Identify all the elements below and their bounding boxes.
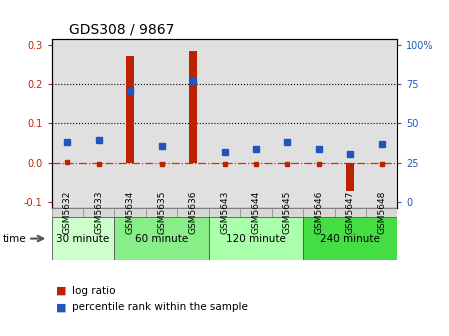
Bar: [189, 51, 197, 163]
Bar: [114, 208, 146, 217]
Bar: [346, 163, 354, 191]
Text: GSM5635: GSM5635: [157, 191, 166, 234]
Text: GDS308 / 9867: GDS308 / 9867: [69, 22, 174, 36]
Text: 120 minute: 120 minute: [226, 234, 286, 244]
Bar: [335, 208, 366, 217]
Bar: [303, 39, 335, 208]
Bar: [272, 208, 303, 217]
Text: ■: ■: [56, 302, 66, 312]
Text: ■: ■: [56, 286, 66, 296]
Bar: [114, 217, 209, 260]
Bar: [303, 208, 335, 217]
Text: GSM5648: GSM5648: [377, 191, 386, 234]
Text: GSM5643: GSM5643: [220, 191, 229, 234]
Bar: [366, 39, 397, 208]
Bar: [114, 39, 146, 208]
Text: 30 minute: 30 minute: [57, 234, 110, 244]
Text: GSM5647: GSM5647: [346, 191, 355, 234]
Bar: [240, 208, 272, 217]
Text: GSM5632: GSM5632: [63, 191, 72, 234]
Text: GSM5636: GSM5636: [189, 191, 198, 234]
Bar: [52, 217, 114, 260]
Bar: [272, 39, 303, 208]
Bar: [83, 208, 114, 217]
Text: time: time: [2, 234, 26, 244]
Text: GSM5633: GSM5633: [94, 191, 103, 234]
Text: 60 minute: 60 minute: [135, 234, 188, 244]
Text: GSM5634: GSM5634: [126, 191, 135, 234]
Bar: [366, 208, 397, 217]
Bar: [52, 39, 83, 208]
Text: percentile rank within the sample: percentile rank within the sample: [72, 302, 248, 312]
Bar: [303, 217, 397, 260]
Bar: [177, 39, 209, 208]
Text: log ratio: log ratio: [72, 286, 115, 296]
Text: GSM5645: GSM5645: [283, 191, 292, 234]
Bar: [83, 39, 114, 208]
Text: 240 minute: 240 minute: [320, 234, 380, 244]
Bar: [146, 39, 177, 208]
Bar: [209, 39, 240, 208]
Bar: [177, 208, 209, 217]
Bar: [126, 55, 134, 163]
Bar: [240, 39, 272, 208]
Text: GSM5644: GSM5644: [251, 191, 260, 234]
Bar: [146, 208, 177, 217]
Bar: [209, 217, 303, 260]
Bar: [209, 208, 240, 217]
Bar: [335, 39, 366, 208]
Bar: [52, 208, 83, 217]
Text: GSM5646: GSM5646: [314, 191, 323, 234]
